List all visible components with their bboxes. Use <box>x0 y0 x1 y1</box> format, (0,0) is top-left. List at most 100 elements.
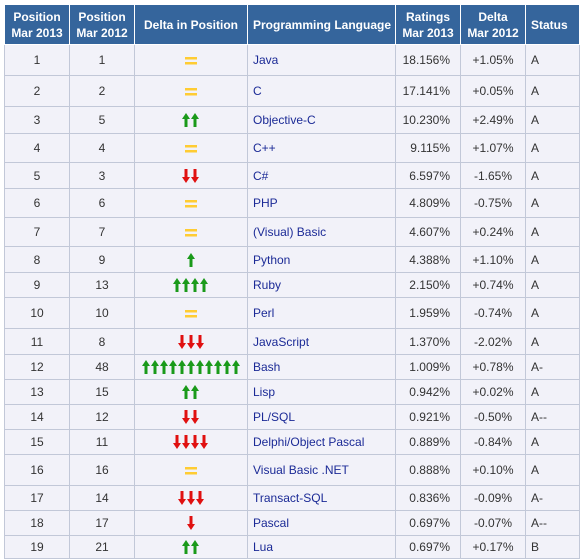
language-link[interactable]: PL/SQL <box>247 404 396 430</box>
language-link[interactable]: C <box>247 75 396 107</box>
rating-cell: 1.959% <box>395 297 461 329</box>
delta-position-cell <box>134 217 248 247</box>
header-position-2012-line2: Mar 2012 <box>76 25 128 40</box>
table-row: 13 15 Lisp 0.942% +0.02% A <box>4 379 580 405</box>
table-row: 18 17 Pascal 0.697% -0.07% A-- <box>4 510 580 536</box>
delta-cell: +0.78% <box>460 354 526 380</box>
language-link[interactable]: Visual Basic .NET <box>247 454 396 486</box>
language-link[interactable]: C++ <box>247 133 396 163</box>
delta-position-cell <box>134 535 248 559</box>
table-row: 6 6 PHP 4.809% -0.75% A <box>4 188 580 218</box>
header-row: Position Mar 2013 Position Mar 2012 Delta … <box>4 4 580 45</box>
position-2012-cell: 5 <box>69 106 135 134</box>
status-cell: B <box>525 535 580 559</box>
language-link[interactable]: JavaScript <box>247 328 396 355</box>
status-cell: A-- <box>525 404 580 430</box>
rating-cell: 0.942% <box>395 379 461 405</box>
up-arrows-icon <box>141 360 240 375</box>
equal-sign-icon <box>185 199 197 208</box>
delta-cell: +1.10% <box>460 246 526 273</box>
up-arrow-icon <box>182 385 190 400</box>
rating-cell: 18.156% <box>395 44 461 76</box>
position-2012-cell: 12 <box>69 404 135 430</box>
header-ratings-line2: Mar 2013 <box>402 25 454 40</box>
language-link[interactable]: Bash <box>247 354 396 380</box>
delta-cell: +2.49% <box>460 106 526 134</box>
language-link[interactable]: Python <box>247 246 396 273</box>
up-arrows-icon <box>182 540 199 555</box>
position-2012-cell: 48 <box>69 354 135 380</box>
delta-position-cell <box>134 485 248 511</box>
language-link[interactable]: Transact-SQL <box>247 485 396 511</box>
position-2012-cell: 10 <box>69 297 135 329</box>
up-arrow-icon <box>191 540 199 555</box>
position-2012-cell: 13 <box>69 272 135 298</box>
rating-cell: 0.697% <box>395 510 461 536</box>
header-delta-position: Delta in Position <box>134 4 248 45</box>
language-link[interactable]: Perl <box>247 297 396 329</box>
language-link[interactable]: Pascal <box>247 510 396 536</box>
position-2012-cell: 1 <box>69 44 135 76</box>
delta-cell: -1.65% <box>460 162 526 189</box>
language-link[interactable]: PHP <box>247 188 396 218</box>
status-cell: A <box>525 217 580 247</box>
status-cell: A <box>525 328 580 355</box>
delta-position-cell <box>134 272 248 298</box>
delta-position-cell <box>134 429 248 455</box>
down-arrows-icon <box>173 435 208 450</box>
rating-cell: 0.889% <box>395 429 461 455</box>
position-2013-cell: 13 <box>4 379 70 405</box>
table-row: 11 8 JavaScript 1.370% -2.02% A <box>4 328 580 355</box>
position-2013-cell: 15 <box>4 429 70 455</box>
table-row: 4 4 C++ 9.115% +1.07% A <box>4 133 580 163</box>
table-body: 1 1 Java 18.156% +1.05% A 2 2 C 17.141% +0.05% A 3 5 O… <box>4 44 580 559</box>
status-cell: A <box>525 454 580 486</box>
language-link[interactable]: Delphi/Object Pascal <box>247 429 396 455</box>
delta-position-cell <box>134 354 248 380</box>
up-arrow-icon <box>186 360 195 375</box>
table-row: 16 16 Visual Basic .NET 0.888% +0.10% A <box>4 454 580 486</box>
delta-position-cell <box>134 246 248 273</box>
position-2012-cell: 16 <box>69 454 135 486</box>
delta-cell: +1.05% <box>460 44 526 76</box>
down-arrow-icon <box>182 410 190 425</box>
position-2013-cell: 10 <box>4 297 70 329</box>
position-2012-cell: 8 <box>69 328 135 355</box>
language-link[interactable]: Java <box>247 44 396 76</box>
up-arrows-icon <box>182 113 199 128</box>
status-cell: A <box>525 44 580 76</box>
equal-sign-icon <box>185 466 197 475</box>
table-row: 10 10 Perl 1.959% -0.74% A <box>4 297 580 329</box>
table-row: 19 21 Lua 0.697% +0.17% B <box>4 535 580 559</box>
delta-cell: +0.05% <box>460 75 526 107</box>
position-2012-cell: 6 <box>69 188 135 218</box>
language-link[interactable]: Objective-C <box>247 106 396 134</box>
position-2012-cell: 3 <box>69 162 135 189</box>
position-2013-cell: 11 <box>4 328 70 355</box>
status-cell: A <box>525 188 580 218</box>
down-arrows-icon <box>177 334 204 349</box>
header-position-2012-line1: Position <box>78 9 126 24</box>
status-cell: A <box>525 133 580 163</box>
language-link[interactable]: (Visual) Basic <box>247 217 396 247</box>
language-link[interactable]: Lua <box>247 535 396 559</box>
down-arrow-icon <box>200 435 208 450</box>
down-arrow-icon <box>177 491 186 506</box>
language-link[interactable]: Lisp <box>247 379 396 405</box>
up-arrows-icon <box>182 385 199 400</box>
header-programming-language: Programming Language <box>247 4 396 45</box>
up-arrow-icon <box>186 252 195 267</box>
up-arrow-icon <box>191 278 199 293</box>
down-arrow-icon <box>191 410 199 425</box>
down-arrow-icon <box>191 435 199 450</box>
down-arrows-icon <box>186 516 195 531</box>
header-delta: Delta Mar 2012 <box>460 4 526 45</box>
language-link[interactable]: C# <box>247 162 396 189</box>
language-link[interactable]: Ruby <box>247 272 396 298</box>
delta-position-cell <box>134 328 248 355</box>
delta-position-cell <box>134 379 248 405</box>
table-row: 2 2 C 17.141% +0.05% A <box>4 75 580 107</box>
up-arrow-icon <box>231 360 240 375</box>
header-ratings: Ratings Mar 2013 <box>395 4 461 45</box>
down-arrow-icon <box>186 491 195 506</box>
